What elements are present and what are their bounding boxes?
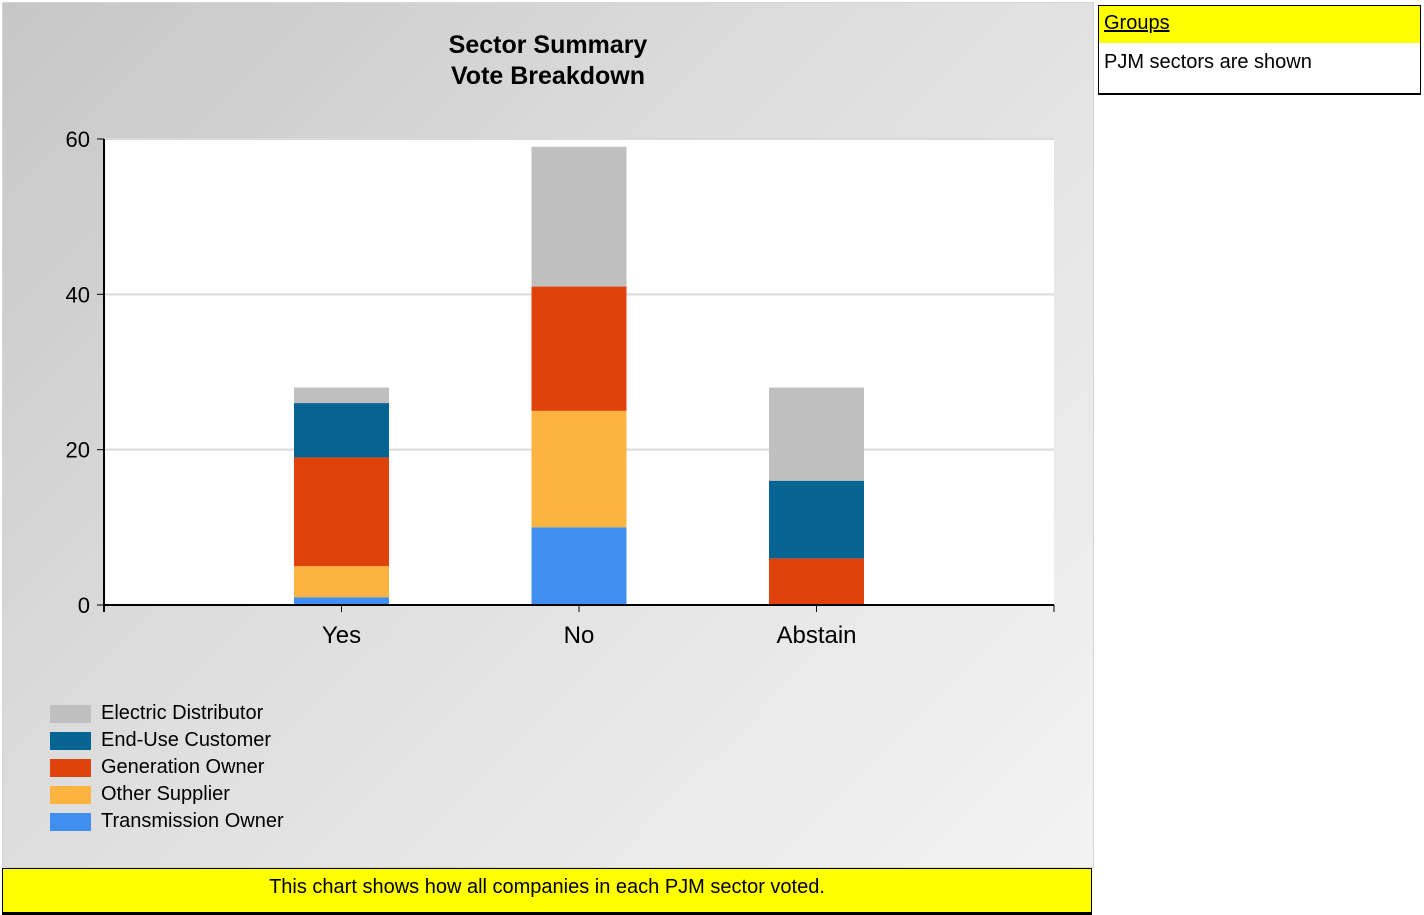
- chart-panel: Sector Summary Vote Breakdown 0 20 40 60 Yes…: [2, 2, 1094, 868]
- y-tick-label: 60: [66, 127, 90, 152]
- bar-segment: [294, 403, 389, 458]
- bar-segment: [531, 286, 627, 411]
- groups-panel: Groups PJM sectors are shown: [1098, 5, 1421, 95]
- chart-description-text: This chart shows how all companies in ea…: [269, 876, 825, 898]
- bar-segment: [769, 387, 864, 481]
- stacked-bar-chart: 0 20 40 60 Yes No Abstain: [66, 127, 1055, 649]
- legend-label: End-Use Customer: [101, 729, 272, 751]
- legend-label: Electric Distributor: [101, 702, 264, 724]
- legend-swatch: [50, 731, 91, 750]
- bar-segment: [769, 480, 864, 559]
- legend-item: Other Supplier: [50, 781, 284, 808]
- bar-segment: [531, 146, 627, 287]
- legend-label: Transmission Owner: [101, 810, 284, 832]
- legend-label: Generation Owner: [101, 756, 265, 778]
- chart-description-note: This chart shows how all companies in ea…: [2, 868, 1092, 915]
- bar-segment: [531, 527, 627, 605]
- y-tick-label: 20: [66, 438, 90, 463]
- groups-description: PJM sectors are shown: [1104, 51, 1312, 73]
- groups-link[interactable]: Groups: [1099, 6, 1420, 43]
- x-tick-label: Yes: [322, 622, 361, 649]
- legend-label: Other Supplier: [101, 783, 230, 805]
- bar-segment: [531, 410, 627, 528]
- bar-segment: [294, 387, 389, 404]
- chart-title-line-2: Vote Breakdown: [450, 62, 646, 90]
- chart-title: Sector Summary Vote Breakdown: [348, 30, 748, 92]
- legend-item: End-Use Customer: [50, 727, 284, 754]
- chart-title-line-1: Sector Summary: [448, 31, 648, 59]
- x-tick-label: No: [564, 622, 595, 649]
- legend-item: Generation Owner: [50, 754, 284, 781]
- y-tick-label: 40: [66, 282, 90, 307]
- bar-segment: [294, 597, 389, 605]
- legend-swatch: [50, 758, 91, 777]
- legend-item: Electric Distributor: [50, 700, 284, 727]
- bar-segment: [294, 566, 389, 598]
- legend-item: Transmission Owner: [50, 808, 284, 835]
- x-tick-label: Abstain: [776, 622, 856, 649]
- legend-swatch: [50, 704, 91, 723]
- legend-swatch: [50, 785, 91, 804]
- chart-legend: Electric Distributor End-Use Customer Gene…: [50, 700, 284, 835]
- bar-segment: [769, 558, 864, 605]
- y-tick-label: 0: [78, 593, 90, 618]
- legend-swatch: [50, 812, 91, 831]
- bar-segment: [294, 457, 389, 567]
